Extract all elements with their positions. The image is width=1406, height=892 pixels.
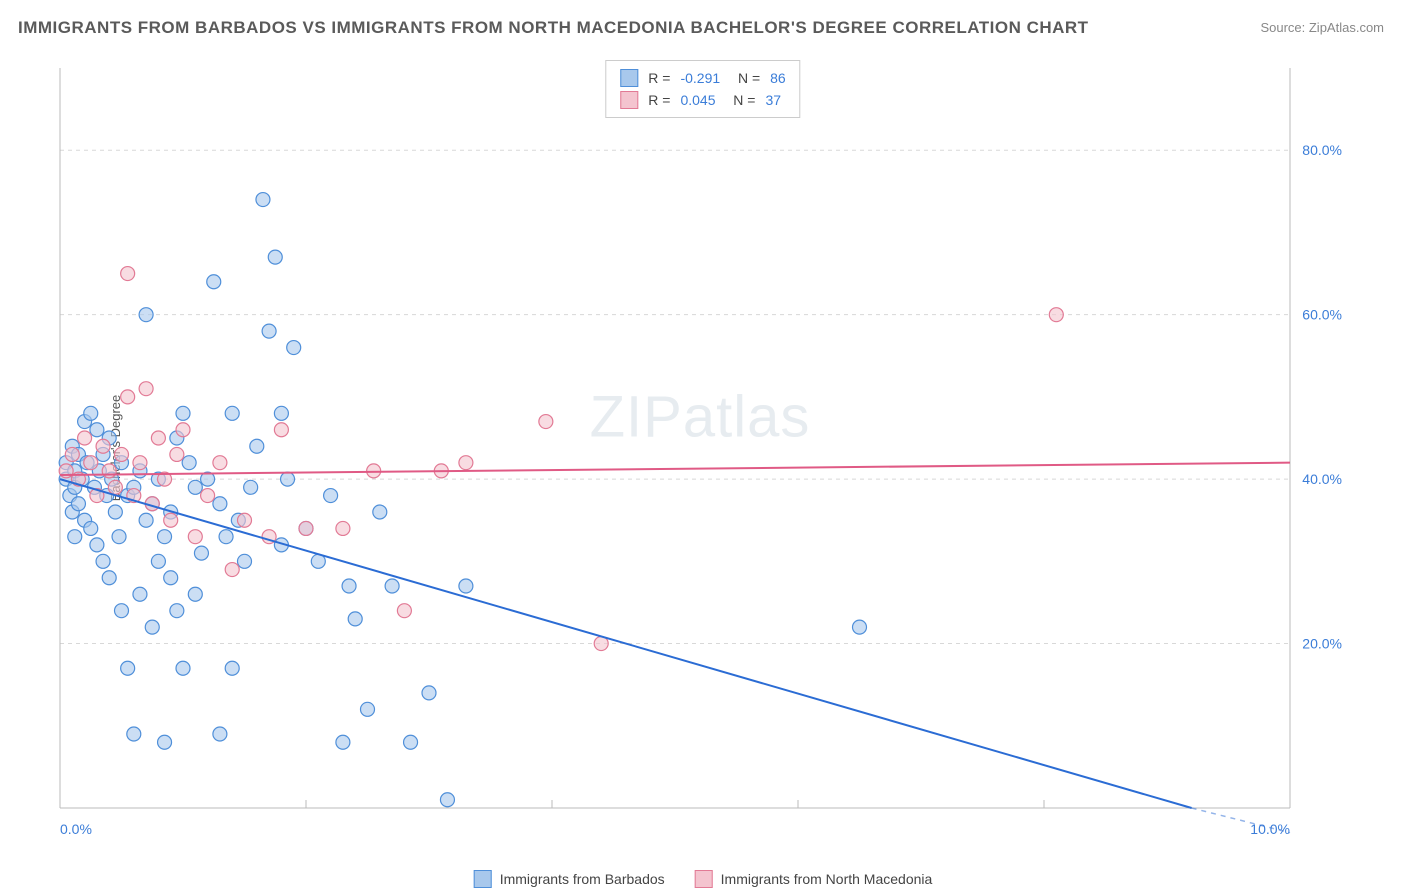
- source-label: Source: ZipAtlas.com: [1260, 20, 1384, 35]
- legend-swatch-macedonia: [620, 91, 638, 109]
- chart-title: IMMIGRANTS FROM BARBADOS VS IMMIGRANTS F…: [18, 18, 1089, 38]
- legend-item-barbados: Immigrants from Barbados: [474, 870, 665, 888]
- svg-text:0.0%: 0.0%: [60, 821, 92, 837]
- legend-r-label: R =: [648, 70, 670, 86]
- chart-area: Bachelor's Degree 20.0%40.0%60.0%80.0%0.…: [50, 58, 1350, 838]
- svg-text:80.0%: 80.0%: [1302, 142, 1342, 158]
- legend-swatch-icon: [695, 870, 713, 888]
- legend-r-value-barbados: -0.291: [680, 70, 720, 86]
- legend-swatch-icon: [474, 870, 492, 888]
- legend-r-value-macedonia: 0.045: [680, 92, 715, 108]
- correlation-legend: R = -0.291 N = 86 R = 0.045 N = 37: [605, 60, 800, 118]
- legend-n-label: N =: [726, 92, 756, 108]
- legend-row-macedonia: R = 0.045 N = 37: [620, 89, 785, 111]
- legend-row-barbados: R = -0.291 N = 86: [620, 67, 785, 89]
- svg-text:60.0%: 60.0%: [1302, 307, 1342, 323]
- legend-n-label: N =: [730, 70, 760, 86]
- scatter-plot: 20.0% 40.0% 60.0% 80.0% 0.0% 10.0%: [50, 58, 1350, 838]
- legend-item-macedonia: Immigrants from North Macedonia: [695, 870, 933, 888]
- legend-swatch-barbados: [620, 69, 638, 87]
- legend-n-value-barbados: 86: [770, 70, 786, 86]
- svg-text:20.0%: 20.0%: [1302, 636, 1342, 652]
- legend-n-value-macedonia: 37: [765, 92, 781, 108]
- series-legend: Immigrants from Barbados Immigrants from…: [474, 870, 933, 888]
- legend-r-label: R =: [648, 92, 670, 108]
- svg-text:40.0%: 40.0%: [1302, 471, 1342, 487]
- legend-label: Immigrants from Barbados: [500, 871, 665, 887]
- svg-text:10.0%: 10.0%: [1250, 821, 1290, 837]
- legend-label: Immigrants from North Macedonia: [721, 871, 933, 887]
